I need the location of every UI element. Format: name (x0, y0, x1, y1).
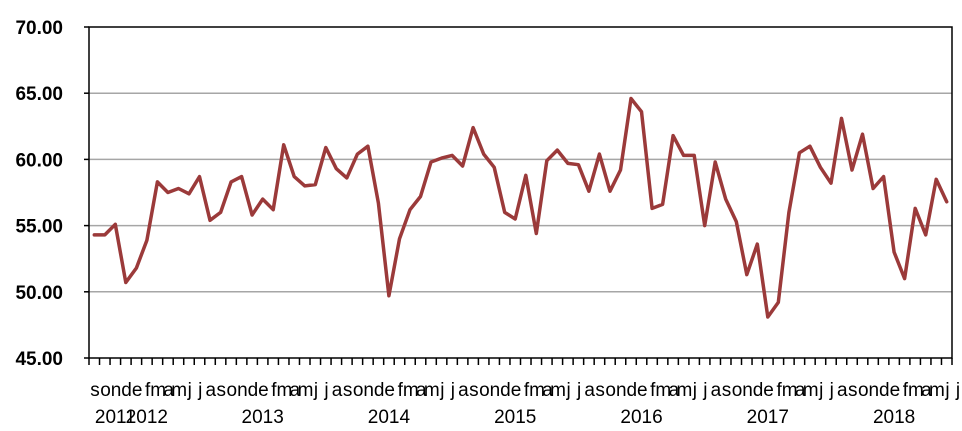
x-tick-label: m (298, 380, 313, 401)
x-tick-label: f (271, 380, 277, 401)
y-tick-label: 55.00 (15, 217, 63, 238)
x-tick-label: n (869, 380, 879, 401)
x-tick-label: m (782, 380, 797, 401)
x-year-label: 2012 (126, 407, 168, 428)
x-tick-label: j (818, 380, 822, 401)
series-line (92, 96, 949, 319)
x-axis (84, 26, 953, 365)
x-year-label: 2016 (620, 407, 662, 428)
x-tick-label: j (702, 380, 706, 401)
x-tick-label: s (90, 380, 99, 401)
y-tick-label: 65.00 (15, 84, 63, 105)
x-tick-label: m (277, 380, 292, 401)
x-tick-label: m (529, 380, 544, 401)
x-tick-label: m (655, 380, 670, 401)
x-tick-label: j (323, 380, 327, 401)
x-tick-label: f (903, 380, 909, 401)
x-tick-label: d (626, 380, 636, 401)
x-tick-label: a (711, 380, 722, 401)
x-tick-label: s (217, 380, 226, 401)
x-tick-label: j (197, 380, 201, 401)
x-tick-label: s (343, 380, 352, 401)
x-tick-label: s (722, 380, 731, 401)
x-tick-label: d (248, 380, 258, 401)
x-tick-label: a (458, 380, 469, 401)
x-tick-label: a (837, 380, 848, 401)
x-tick-label: e (763, 380, 773, 401)
x-tick-label: n (742, 380, 752, 401)
x-tick-label: d (121, 380, 131, 401)
x-tick-label: d (500, 380, 510, 401)
x-tick-label: m (403, 380, 418, 401)
x-tick-label: s (469, 380, 478, 401)
x-year-label: 2018 (873, 407, 915, 428)
x-tick-label: m (550, 380, 565, 401)
x-tick-label: j (450, 380, 454, 401)
x-tick-label: e (637, 380, 647, 401)
x-tick-label: d (879, 380, 889, 401)
x-tick-label: j (439, 380, 443, 401)
x-tick-label: e (384, 380, 394, 401)
x-tick-label: a (332, 380, 343, 401)
x-tick-label: f (398, 380, 404, 401)
x-tick-label: m (803, 380, 818, 401)
x-tick-label: m (150, 380, 165, 401)
x-tick-label: n (237, 380, 247, 401)
x-tick-label: e (890, 380, 900, 401)
x-tick-label: j (576, 380, 580, 401)
x-year-label: 2017 (747, 407, 789, 428)
x-tick-label: f (524, 380, 530, 401)
x-tick-label: o (732, 380, 742, 401)
x-tick-label: j (565, 380, 569, 401)
x-tick-label: f (776, 380, 782, 401)
x-tick-label: j (187, 380, 191, 401)
x-tick-label: o (479, 380, 489, 401)
x-year-label: 2013 (242, 407, 284, 428)
gridlines (89, 92, 952, 293)
x-tick-label: m (171, 380, 186, 401)
x-tick-label: j (829, 380, 833, 401)
x-tick-label: e (511, 380, 521, 401)
x-tick-label: m (676, 380, 691, 401)
x-tick-label: d (753, 380, 763, 401)
x-tick-label: m (908, 380, 923, 401)
x-tick-label: n (490, 380, 500, 401)
x-tick-label: n (111, 380, 121, 401)
x-year-label: 2011 (95, 407, 136, 428)
y-tick-label: 45.00 (15, 349, 63, 370)
x-tick-label: e (132, 380, 142, 401)
x-tick-label: f (650, 380, 656, 401)
y-axis-labels: 45.00 50.00 55.00 60.00 65.00 70.00 (15, 18, 63, 370)
x-tick-label: n (363, 380, 373, 401)
x-tick-label: a (205, 380, 216, 401)
x-tick-label: a (584, 380, 595, 401)
x-tick-label: j (955, 380, 959, 401)
y-tick-label: 70.00 (15, 18, 63, 39)
x-year-label: 2014 (368, 407, 411, 428)
x-tick-label: o (100, 380, 110, 401)
month-labels: s o n d e f mam j j a s o n d e f mam j j a s o n d e f mam j j a s o n d… (90, 380, 960, 401)
x-tick-label: o (605, 380, 615, 401)
y-tick-label: 60.00 (15, 150, 63, 171)
x-tick-label: s (595, 380, 604, 401)
y-tick-label: 50.00 (15, 283, 63, 304)
x-tick-label: o (353, 380, 363, 401)
x-tick-label: f (145, 380, 151, 401)
x-tick-label: o (227, 380, 237, 401)
x-tick-label: j (313, 380, 317, 401)
x-tick-label: j (944, 380, 948, 401)
x-tick-label: e (258, 380, 268, 401)
x-tick-label: j (692, 380, 696, 401)
x-year-label: 2015 (494, 407, 536, 428)
x-tick-label: s (848, 380, 857, 401)
x-tick-label: m (929, 380, 944, 401)
x-tick-label: n (616, 380, 626, 401)
x-tick-label: d (374, 380, 384, 401)
x-tick-label: m (424, 380, 439, 401)
x-tick-label: o (858, 380, 868, 401)
